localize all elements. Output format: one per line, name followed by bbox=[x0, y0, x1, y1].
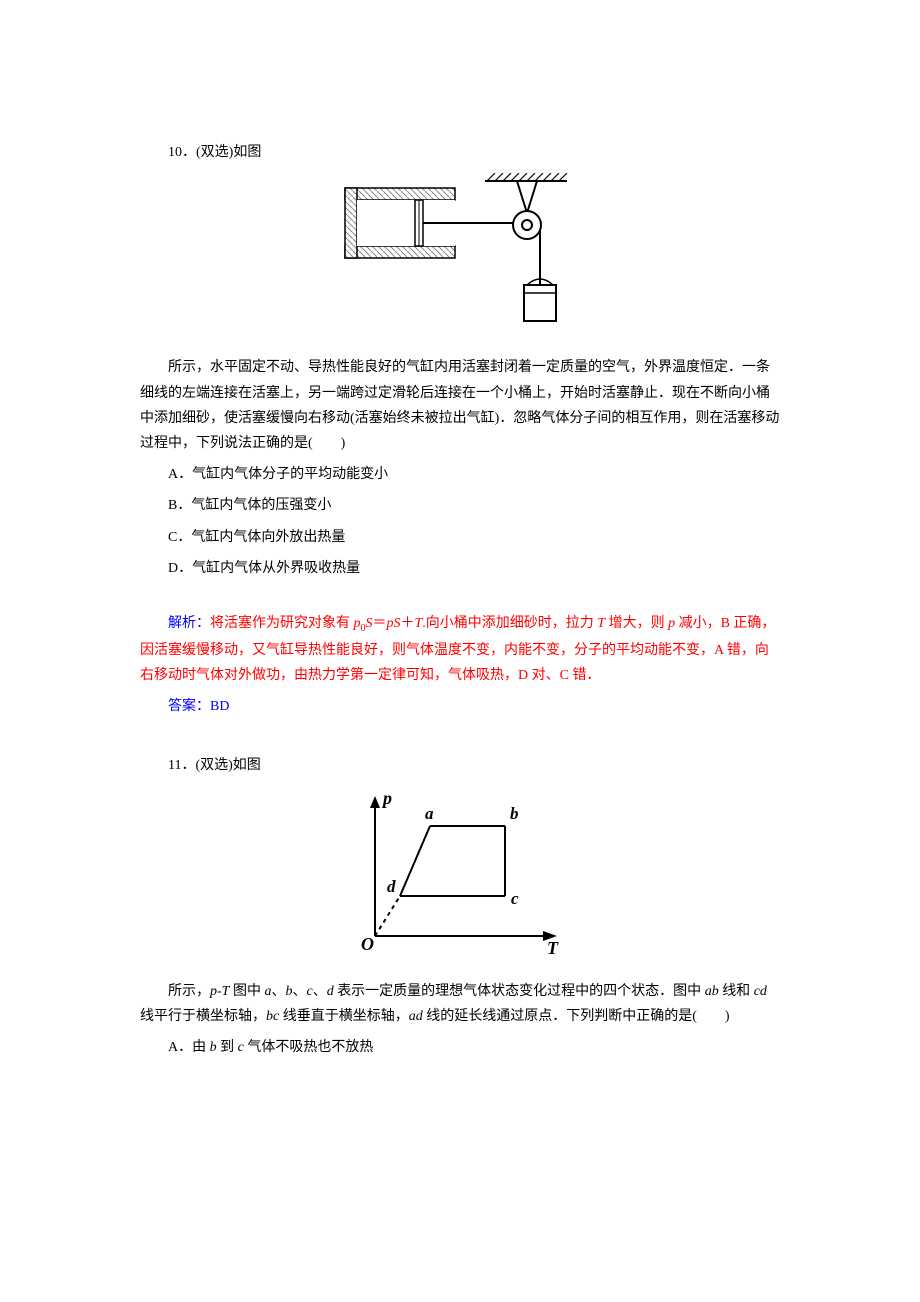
q11-pT-p: p bbox=[210, 984, 217, 999]
axis-p-label: p bbox=[381, 788, 392, 808]
q11-body-pre: 所示， bbox=[168, 984, 210, 999]
q10-number: 10．(双选)如图 bbox=[140, 140, 780, 165]
q11-bc: bc bbox=[266, 1009, 279, 1024]
q11-body-mid1: 图中 bbox=[229, 984, 264, 999]
q10-figure bbox=[140, 173, 780, 347]
q11-ad: ad bbox=[409, 1009, 423, 1024]
q10-solution: 解析：将活塞作为研究对象有 p0S＝pS＋T.向小桶中添加细砂时，拉力 T 增大… bbox=[140, 611, 780, 688]
q11-option-a: A．由 b 到 c 气体不吸热也不放热 bbox=[140, 1035, 780, 1060]
q11-sep1: 、 bbox=[271, 984, 285, 999]
q11-d: d bbox=[327, 984, 334, 999]
axis-O-label: O bbox=[361, 934, 374, 954]
axis-T-label: T bbox=[547, 938, 559, 958]
q11-A-b: b bbox=[210, 1040, 217, 1055]
point-a-label: a bbox=[425, 804, 434, 823]
point-d-label: d bbox=[387, 877, 396, 896]
q11-sep2: 、 bbox=[292, 984, 306, 999]
q11-body-mid3: 线和 bbox=[719, 984, 754, 999]
q11-cd: cd bbox=[754, 984, 767, 999]
q10-option-c: C．气缸内气体向外放出热量 bbox=[140, 525, 780, 550]
q11-A-pre: A．由 bbox=[168, 1040, 210, 1055]
q10-diagram-svg bbox=[335, 173, 585, 338]
q10-sol-pre: 将活塞作为研究对象有 bbox=[210, 616, 354, 631]
q10-answer: 答案：BD bbox=[140, 694, 780, 719]
q11-figure: p T O a b c d bbox=[140, 786, 780, 970]
q10-answer-label: 答案： bbox=[168, 699, 210, 714]
eq-p0: p bbox=[354, 616, 361, 631]
eq-plus: ＋ bbox=[401, 616, 415, 631]
q10-answer-value: BD bbox=[210, 699, 229, 714]
eq-p: p bbox=[387, 616, 394, 631]
q11-ab: ab bbox=[705, 984, 719, 999]
q11-A-post: 气体不吸热也不放热 bbox=[244, 1040, 374, 1055]
q10-body: 所示，水平固定不动、导热性能良好的气缸内用活塞封闭着一定质量的空气，外界温度恒定… bbox=[140, 355, 780, 456]
q10-option-a: A．气缸内气体分子的平均动能变小 bbox=[140, 462, 780, 487]
q11-A-mid: 到 bbox=[217, 1040, 238, 1055]
q11-body-mid2: 表示一定质量的理想气体状态变化过程中的四个状态．图中 bbox=[334, 984, 705, 999]
q11-number: 11．(双选)如图 bbox=[140, 753, 780, 778]
eq-S2: S bbox=[394, 616, 401, 631]
q11-chart-svg: p T O a b c d bbox=[345, 786, 575, 961]
q10-sol-post2: 增大，则 bbox=[605, 616, 668, 631]
eq-eq: ＝ bbox=[373, 616, 387, 631]
point-c-label: c bbox=[511, 889, 519, 908]
eq-T2: T bbox=[597, 616, 605, 631]
q11-sep3: 、 bbox=[313, 984, 327, 999]
q10-option-d: D．气缸内气体从外界吸收热量 bbox=[140, 556, 780, 581]
q10-solution-label: 解析： bbox=[168, 616, 210, 631]
q10-sol-post1: 向小桶中添加细砂时，拉力 bbox=[426, 616, 598, 631]
eq-S: S bbox=[366, 616, 373, 631]
q11-body-mid6: 线的延长线通过原点．下列判断中正确的是( ) bbox=[423, 1009, 730, 1024]
q11-body-mid4: 线平行于横坐标轴， bbox=[140, 1009, 266, 1024]
q11-body: 所示，p-T 图中 a、b、c、d 表示一定质量的理想气体状态变化过程中的四个状… bbox=[140, 979, 780, 1029]
point-b-label: b bbox=[510, 804, 519, 823]
q11-body-mid5: 线垂直于横坐标轴， bbox=[279, 1009, 409, 1024]
q10-option-b: B．气缸内气体的压强变小 bbox=[140, 493, 780, 518]
